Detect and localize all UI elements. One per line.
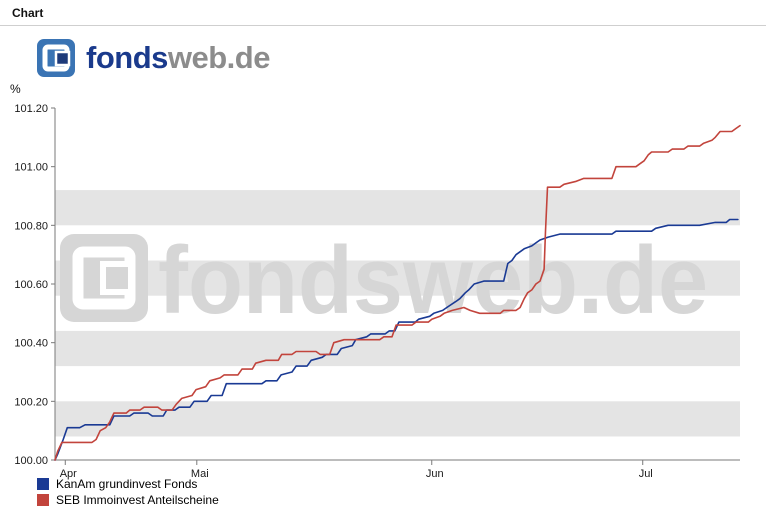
stripe-band	[55, 401, 740, 437]
y-axis-unit-label: %	[10, 82, 21, 96]
y-tick-label: 101.00	[14, 162, 48, 174]
y-tick-label: 100.40	[14, 338, 48, 350]
page-title: Chart	[12, 6, 44, 20]
stripe-band	[55, 190, 740, 226]
legend-label: KanAm grundinvest Fonds	[56, 477, 198, 491]
series-group	[54, 124, 741, 461]
stripe-bands-group	[55, 190, 740, 437]
stripe-band	[55, 260, 740, 296]
watermark: fondsweb.de	[60, 227, 708, 334]
y-tick-label: 100.80	[14, 220, 48, 232]
x-tick-label: Mai	[191, 468, 209, 480]
legend-item: SEB Immoinvest Anteilscheine	[37, 493, 219, 507]
legend-swatch	[37, 494, 49, 506]
x-tick-label: Jul	[639, 468, 653, 480]
header-divider	[0, 25, 766, 26]
stripe-band	[55, 330, 740, 367]
watermark-text: fondsweb.de	[158, 227, 708, 334]
legend-item: KanAm grundinvest Fonds	[37, 477, 219, 491]
fondsweb-logo-text: fondsweb.de	[86, 38, 270, 78]
legend-label: SEB Immoinvest Anteilscheine	[56, 493, 219, 507]
chart-legend: KanAm grundinvest Fonds SEB Immoinvest An…	[37, 477, 219, 509]
x-tick-label: Jun	[426, 468, 444, 480]
performance-chart: fondsweb.de 100.00 100.20 100.40 100.60 100.…	[14, 103, 741, 480]
y-tick-label: 100.60	[14, 279, 48, 291]
y-tick-label: 100.00	[14, 455, 48, 467]
series-line-seb	[54, 124, 741, 461]
series-line-kanam	[54, 218, 739, 461]
legend-swatch	[37, 478, 49, 490]
y-tick-label: 100.20	[14, 396, 48, 408]
logo-text-bold: fonds	[86, 40, 168, 75]
y-tick-label: 101.20	[14, 103, 48, 115]
fondsweb-logo-icon	[37, 39, 75, 77]
x-tick-label: Apr	[60, 468, 77, 480]
fondsweb-logo: fondsweb.de	[36, 38, 270, 78]
logo-text-rest: web.de	[167, 40, 271, 75]
